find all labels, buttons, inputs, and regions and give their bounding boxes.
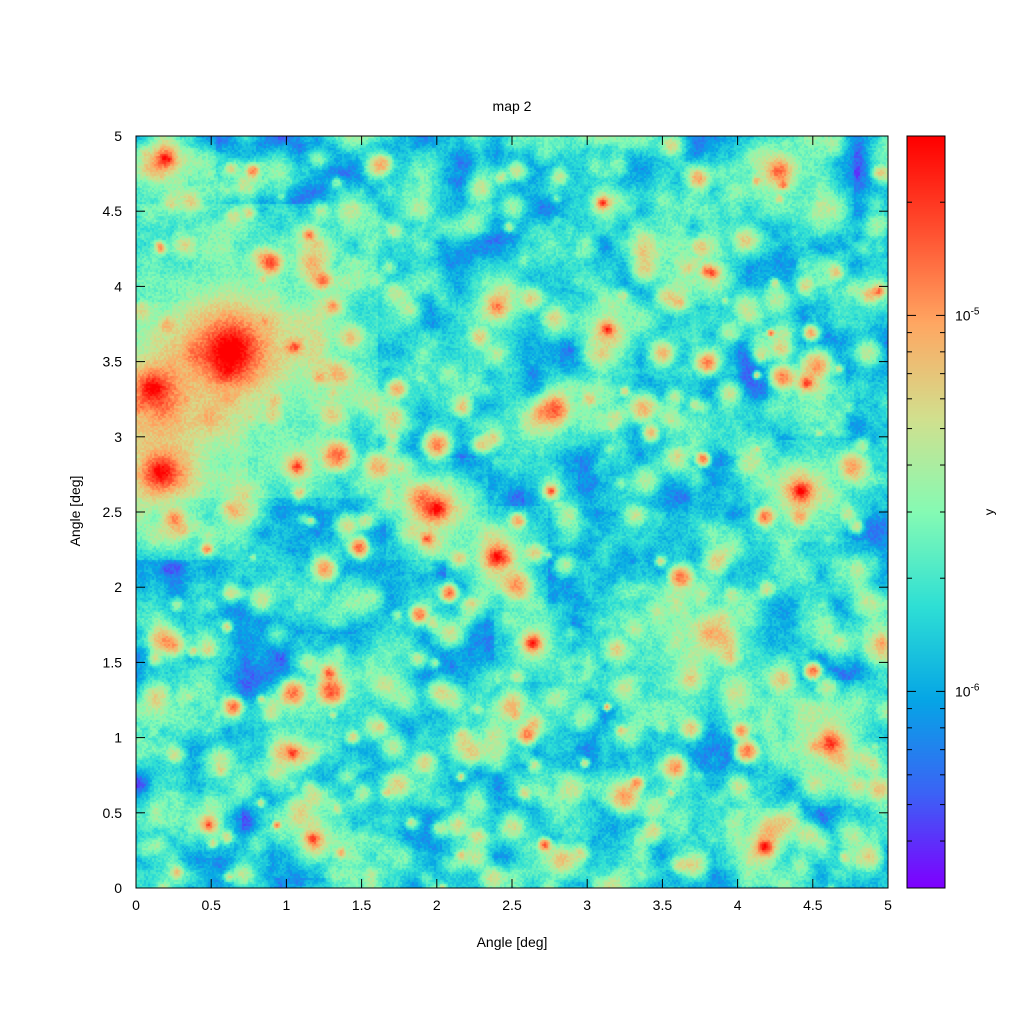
y-tick-label: 3 — [114, 429, 122, 445]
colorbar-gradient — [907, 136, 945, 888]
x-tick-label: 1 — [283, 897, 291, 913]
y-tick-label: 2.5 — [103, 504, 123, 520]
x-tick-label: 1.5 — [352, 897, 372, 913]
x-tick-label: 4 — [734, 897, 742, 913]
y-tick-label: 0.5 — [103, 805, 123, 821]
y-tick-label: 1 — [114, 730, 122, 746]
x-tick-label: 2 — [433, 897, 441, 913]
heatmap-image — [136, 136, 888, 888]
colorbar-tick-label: 10-6 — [955, 682, 980, 699]
x-tick-label: 3 — [583, 897, 591, 913]
x-tick-label: 0 — [132, 897, 140, 913]
y-tick-label: 0 — [114, 880, 122, 896]
x-tick-label: 2.5 — [502, 897, 522, 913]
y-tick-label: 2 — [114, 579, 122, 595]
chart-title: map 2 — [492, 98, 532, 114]
y-tick-label: 1.5 — [103, 654, 123, 670]
x-tick-label: 5 — [884, 897, 892, 913]
plot-frame — [135, 135, 889, 889]
y-tick-label: 4.5 — [103, 203, 123, 219]
colorbar-label: y — [981, 508, 997, 516]
y-axis-label: Angle [deg] — [67, 475, 83, 547]
colorbar-frame — [906, 135, 946, 889]
x-tick-label: 3.5 — [653, 897, 673, 913]
x-tick-label: 0.5 — [201, 897, 221, 913]
colorbar-tick-label: 10-5 — [955, 306, 980, 323]
x-tick-label: 4.5 — [803, 897, 823, 913]
x-axis-label: Angle [deg] — [476, 934, 548, 950]
y-tick-label: 5 — [114, 128, 122, 144]
y-tick-label: 4 — [114, 278, 122, 294]
y-tick-label: 3.5 — [103, 354, 123, 370]
